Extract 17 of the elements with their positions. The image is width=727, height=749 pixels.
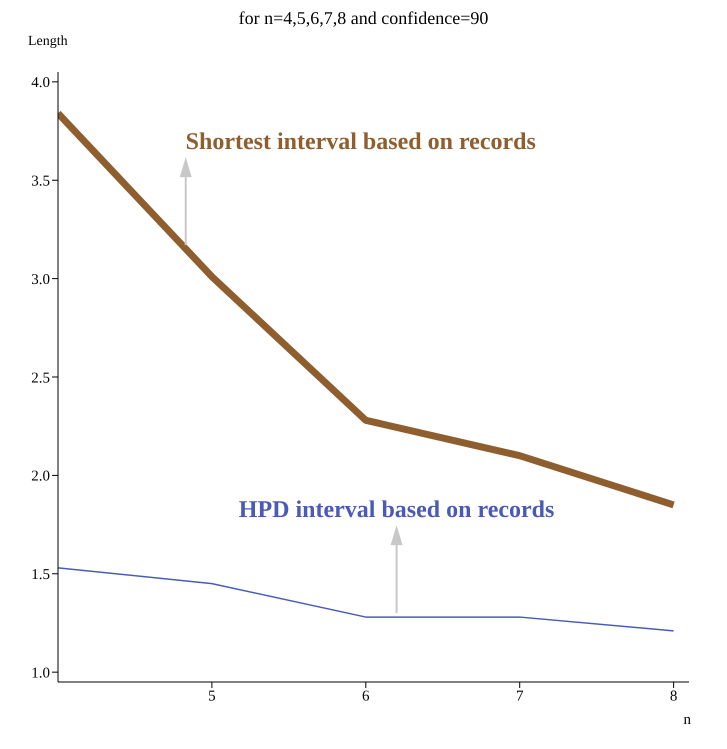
x-tick-label: 8 (670, 688, 678, 705)
y-tick-label: 1.0 (31, 665, 50, 682)
y-tick-label: 4.0 (31, 75, 50, 92)
x-axis-title: n (684, 712, 692, 728)
y-axis-title: Length (28, 34, 69, 51)
annotation: Shortest interval based on records (186, 129, 536, 156)
annotation: HPD interval based on records (238, 497, 554, 524)
y-tick-label: 3.5 (31, 174, 50, 190)
y-tick-label: 2.0 (31, 468, 50, 485)
line-series (58, 567, 674, 632)
x-tick-label: 6 (362, 688, 370, 705)
x-tick-label: 5 (208, 688, 216, 705)
y-tick-label: 1.5 (31, 567, 50, 584)
y-tick-label: 2.5 (31, 370, 50, 386)
x-tick-label: 7 (516, 688, 524, 705)
chart-title: for n=4,5,6,7,8 and confidence=90 (238, 8, 490, 30)
y-tick-label: 3.0 (31, 272, 50, 288)
